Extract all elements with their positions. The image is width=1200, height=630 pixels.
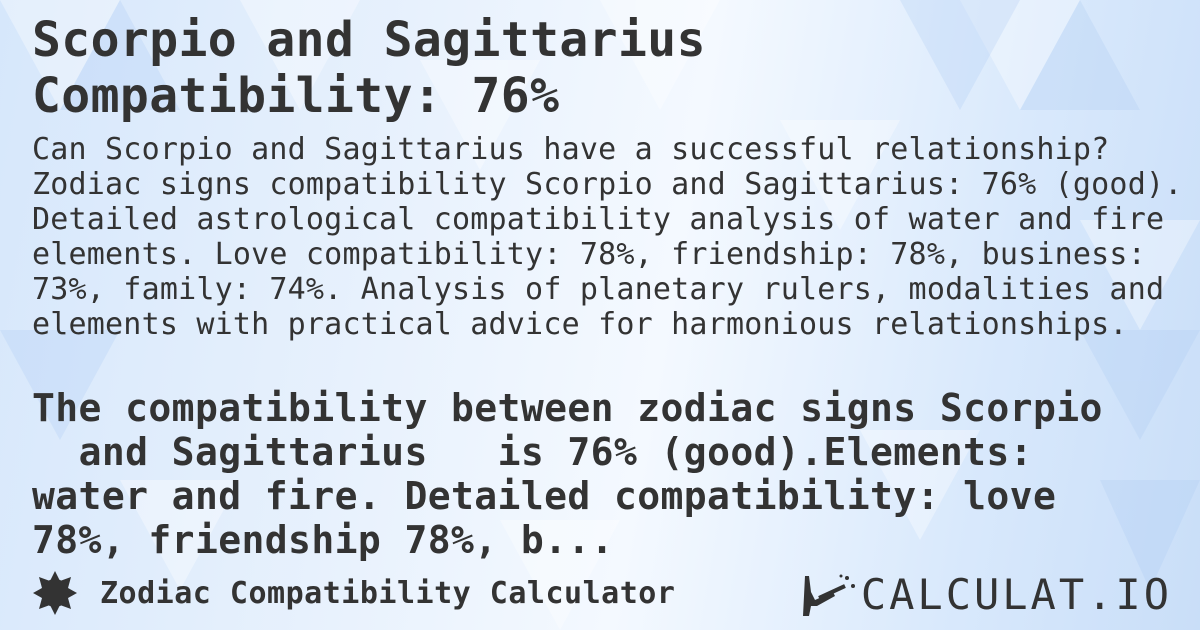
- description: Can Scorpio and Sagittarius have a succe…: [32, 132, 1200, 342]
- badge-icon: [33, 571, 77, 615]
- page-title: Scorpio and Sagittarius Compatibility: 7…: [32, 12, 706, 124]
- footer: Zodiac Compatibility Calculator: [32, 570, 675, 616]
- overlay-summary: The compatibility between zodiac signs S…: [32, 386, 1103, 562]
- footer-label: Zodiac Compatibility Calculator: [100, 575, 676, 611]
- calculat-io-logo[interactable]: CALCULAT.IO: [801, 570, 1172, 619]
- magic-wand-hand-icon: [802, 574, 855, 616]
- logo-text: CALCULAT.IO: [860, 570, 1172, 619]
